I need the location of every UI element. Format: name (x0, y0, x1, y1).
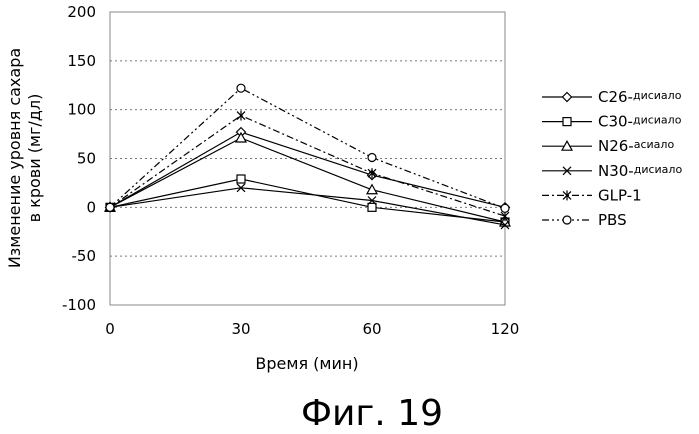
series-triangle (105, 133, 510, 226)
series-square (106, 175, 509, 226)
series-marker-square (368, 203, 376, 211)
y-tick-label: 200 (67, 3, 96, 21)
series-marker-asterisk (237, 111, 245, 121)
x-tick-label: 30 (231, 320, 250, 338)
x-tick-labels: 0 30 60 120 (105, 320, 519, 338)
x-tick-label: 60 (362, 320, 381, 338)
series-marker-square (237, 175, 245, 183)
series-marker-triangle (367, 185, 377, 194)
y-tick-label: 100 (67, 101, 96, 119)
y-tick-label: 0 (86, 198, 96, 216)
y-tick-labels: -100 -50 0 50 100 150 200 (62, 3, 96, 314)
series-x (106, 184, 509, 229)
y-axis-label: Изменение уровня сахара в крови (мг/дл) (5, 48, 44, 268)
legend-label: N26-асиало (598, 137, 674, 155)
y-axis-label-line-2: в крови (мг/дл) (25, 94, 44, 223)
legend-item: PBS (542, 211, 627, 229)
series-marker-circle (237, 84, 245, 92)
x-axis-label: Время (мин) (255, 354, 358, 373)
series-line (110, 88, 505, 208)
legend-item: C30-дисиало (542, 113, 682, 131)
series-asterisk (106, 111, 509, 222)
series-line (110, 116, 505, 217)
series-marker-asterisk (563, 190, 571, 200)
series-marker-circle (563, 216, 571, 224)
series-marker-circle (106, 203, 114, 211)
x-tick-label: 0 (105, 320, 115, 338)
grid-lines (110, 61, 505, 256)
legend-label: GLP-1 (598, 186, 642, 204)
series-line (110, 138, 505, 222)
x-tick-label: 120 (491, 320, 520, 338)
legend-item: GLP-1 (542, 186, 642, 204)
figure-caption: Фиг. 19 (301, 393, 443, 434)
y-tick-label: -100 (62, 296, 96, 314)
series-marker-circle (368, 154, 376, 162)
legend-item: N26-асиало (542, 137, 674, 155)
legend-item: C26-дисиало (542, 88, 682, 106)
y-axis-label-line-1: Изменение уровня сахара (5, 48, 24, 268)
y-tick-label: 50 (77, 150, 96, 168)
legend-label: C26-дисиало (598, 88, 682, 106)
y-tick-label: -50 (72, 247, 97, 265)
legend-label: PBS (598, 211, 627, 229)
legend-label: N30-дисиало (598, 162, 682, 180)
legend-label: C30-дисиало (598, 113, 682, 131)
series-line (110, 132, 505, 207)
series-marker-circle (501, 204, 509, 212)
y-tick-label: 150 (67, 52, 96, 70)
legend: C26-дисиало C30-дисиало N26-асиало N30-диси… (542, 88, 682, 229)
series-marker-diamond (563, 93, 572, 102)
legend-item: N30-дисиало (542, 162, 682, 180)
series-marker-square (563, 118, 571, 126)
